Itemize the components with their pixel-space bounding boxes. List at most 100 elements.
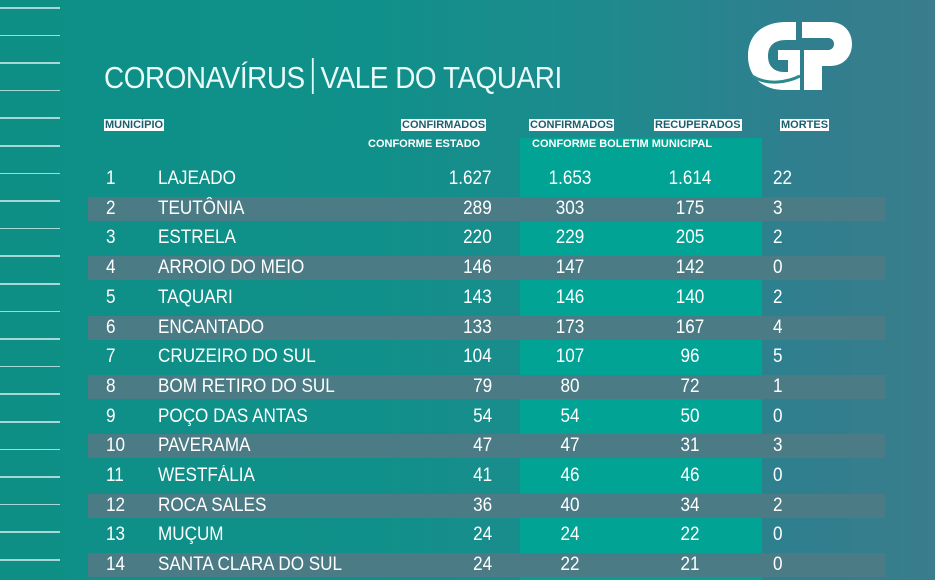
cell-municipio: WESTFÁLIA [158,465,255,486]
cell-rank: 11 [106,465,124,486]
cell-municipio: ARROIO DO MEIO [158,257,305,279]
cell-confirmados-boletim: 107 [555,346,585,368]
cell-recuperados: 96 [680,346,700,368]
cell-municipio: ESTRELA [158,227,236,249]
gp-logo [748,22,852,90]
decorative-line [0,310,60,313]
cell-confirmados-estado: 1.627 [449,168,492,189]
cell-mortes: 2 [773,227,783,249]
cell-recuperados: 50 [680,405,700,427]
decorative-line [0,89,60,92]
row-band [88,553,885,578]
table-row: 3 ESTRELA 220 229 205 2 [0,226,935,250]
table-row: 4 ARROIO DO MEIO 146 147 142 0 [0,256,935,280]
header-conforme-boletim: CONFORME BOLETIM MUNICIPAL [532,138,713,150]
cell-rank: 2 [106,197,116,219]
table-row: 9 POÇO DAS ANTAS 54 54 50 0 [0,405,935,429]
title-left: CORONAVÍRUS [104,60,305,95]
cell-recuperados: 175 [675,197,705,219]
cell-confirmados-estado: 79 [472,375,492,397]
cell-confirmados-estado: 54 [472,405,492,427]
cell-mortes: 1 [773,375,783,397]
cell-recuperados: 46 [680,465,700,486]
cell-confirmados-boletim: 147 [555,257,585,279]
cell-confirmados-boletim: 40 [560,494,580,516]
table-row: 13 MUÇUM 24 24 22 0 [0,523,935,547]
decorative-line [0,448,60,451]
cell-rank: 13 [106,524,126,546]
decorative-line [0,393,60,395]
cell-confirmados-boletim: 1.653 [548,168,592,189]
cell-recuperados: 140 [675,286,705,308]
cell-rank: 8 [106,375,116,397]
table-row: 12 ROCA SALES 36 40 34 2 [0,494,935,518]
cell-mortes: 0 [773,554,783,576]
cell-mortes: 5 [773,346,783,368]
cell-rank: 5 [106,286,116,308]
header-mortes: MORTES [780,119,830,131]
cell-municipio: ENCANTADO [158,316,265,338]
cell-confirmados-estado: 24 [472,524,492,546]
cell-mortes: 0 [773,257,783,279]
cell-mortes: 0 [773,524,783,546]
cell-municipio: LAJEADO [158,168,236,189]
decorative-line [0,255,60,257]
cell-mortes: 3 [773,197,783,219]
header-confirmados-boletim: CONFIRMADOS [529,119,615,131]
cell-confirmados-estado: 146 [463,257,492,279]
cell-mortes: 0 [773,465,783,486]
row-band [88,374,885,399]
row-band [88,434,885,459]
cell-recuperados: 72 [680,375,700,397]
table-row: 11 WESTFÁLIA 41 46 46 0 [0,464,935,488]
cell-confirmados-estado: 36 [472,494,492,516]
cell-recuperados: 142 [675,257,705,279]
decorative-line [0,365,60,368]
decorative-line [0,117,60,119]
cell-mortes: 4 [773,316,783,338]
cell-confirmados-estado: 47 [472,435,492,457]
cell-municipio: TAQUARI [158,286,233,308]
cell-municipio: PAVERAMA [158,435,251,457]
cell-confirmados-estado: 133 [463,316,492,338]
cell-municipio: MUÇUM [158,524,224,546]
cell-municipio: TEUTÔNIA [158,197,245,219]
cell-mortes: 2 [773,494,783,516]
cell-mortes: 3 [773,435,783,457]
decorative-line [0,172,60,175]
cell-confirmados-estado: 24 [472,554,492,576]
cell-confirmados-boletim: 303 [555,197,585,219]
cell-confirmados-boletim: 24 [560,524,580,546]
cell-recuperados: 1.614 [668,168,712,189]
table-row: 10 PAVERAMA 47 47 31 3 [0,434,935,458]
decorative-line [0,200,60,202]
cell-rank: 7 [106,346,116,368]
cell-rank: 10 [106,435,126,457]
table-row: 5 TAQUARI 143 146 140 2 [0,286,935,310]
cell-municipio: SANTA CLARA DO SUL [158,554,343,576]
cell-rank: 3 [106,227,116,249]
cell-rank: 4 [106,257,116,279]
cell-confirmados-estado: 41 [472,465,492,486]
header-municipio: MUNICÍPIO [104,119,165,131]
cell-rank: 12 [106,494,126,516]
decorative-line [0,421,60,423]
cell-confirmados-estado: 104 [463,346,492,368]
header-confirmados-estado: CONFIRMADOS [401,119,487,131]
decorative-line [0,283,60,285]
decorative-line [0,476,60,478]
decorative-line [0,559,60,561]
cell-recuperados: 34 [680,494,700,516]
decorative-line [0,62,60,64]
cell-municipio: CRUZEIRO DO SUL [158,346,316,368]
cell-confirmados-estado: 289 [463,197,492,219]
row-band [88,315,885,340]
table-row: 8 BOM RETIRO DO SUL 79 80 72 1 [0,375,935,399]
row-band [88,256,885,281]
cell-recuperados: 205 [675,227,705,249]
decorative-line [0,7,60,9]
decorative-line [0,34,60,37]
cell-mortes: 22 [773,168,793,189]
table-row: 6 ENCANTADO 133 173 167 4 [0,316,935,340]
cell-confirmados-boletim: 47 [560,435,580,457]
